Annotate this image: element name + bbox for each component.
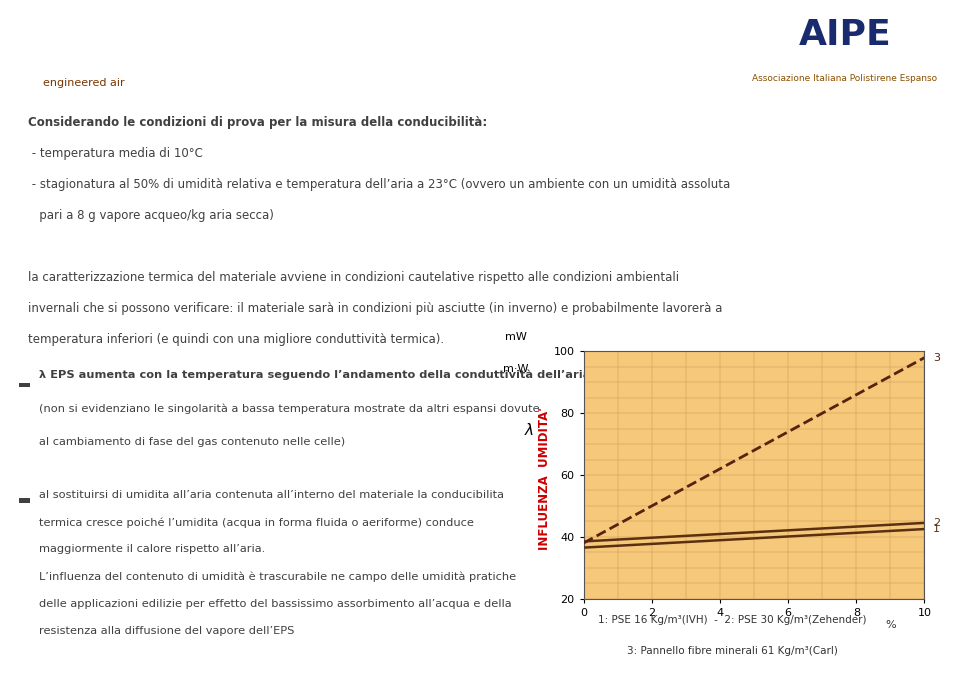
Text: 3: 3: [933, 353, 940, 363]
Text: temperatura inferiori (e quindi con una migliore conduttività termica).: temperatura inferiori (e quindi con una …: [29, 333, 444, 346]
Bar: [19, 498, 30, 503]
Text: λ EPS aumenta con la temperatura seguendo l’andamento della conduttività dell’ar: λ EPS aumenta con la temperatura seguend…: [39, 370, 660, 380]
Text: airpop: airpop: [29, 24, 139, 53]
Text: maggiormente il calore rispetto all’aria.: maggiormente il calore rispetto all’aria…: [39, 544, 265, 554]
Text: Considerando le condizioni di prova per la misura della conducibilità:: Considerando le condizioni di prova per …: [29, 116, 488, 129]
Bar: [19, 383, 30, 388]
Text: Associazione Italiana Polistirene Espanso: Associazione Italiana Polistirene Espans…: [753, 74, 937, 84]
Text: m·W: m·W: [503, 364, 528, 374]
Text: 2: 2: [933, 518, 940, 528]
Text: - temperatura media di 10°C: - temperatura media di 10°C: [29, 147, 204, 160]
Text: al cambiamento di fase del gas contenuto nelle celle): al cambiamento di fase del gas contenuto…: [39, 437, 346, 447]
Text: delle applicazioni edilizie per effetto del bassissimo assorbimento all’acqua e : delle applicazioni edilizie per effetto …: [39, 599, 512, 609]
Text: resistenza alla diffusione del vapore dell’EPS: resistenza alla diffusione del vapore de…: [39, 626, 295, 636]
Text: AIPE: AIPE: [799, 18, 891, 52]
Text: 3: Pannello fibre minerali 61 Kg/m³(Carl): 3: Pannello fibre minerali 61 Kg/m³(Carl…: [627, 646, 838, 656]
Text: - stagionatura al 50% di umidità relativa e temperatura dell’aria a 23°C (ovvero: - stagionatura al 50% di umidità relativ…: [29, 178, 731, 191]
Text: L’influenza del contenuto di umidità è trascurabile ne campo delle umidità prati: L’influenza del contenuto di umidità è t…: [39, 571, 516, 582]
Text: (non si evidenziano le singolarità a bassa temperatura mostrate da altri espansi: (non si evidenziano le singolarità a bas…: [39, 404, 540, 414]
Text: pari a 8 g vapore acqueo/kg aria secca): pari a 8 g vapore acqueo/kg aria secca): [29, 209, 275, 222]
Text: INFLUENZA  UMIDITA': INFLUENZA UMIDITA': [538, 407, 551, 550]
Text: al sostituirsi di umidita all’aria contenuta all’interno del materiale la conduc: al sostituirsi di umidita all’aria conte…: [39, 490, 504, 500]
Text: termica cresce poiché l’umidita (acqua in forma fluida o aeriforme) conduce: termica cresce poiché l’umidita (acqua i…: [39, 517, 474, 528]
Text: 1: PSE 16 Kg/m³(IVH)  -  2: PSE 30 Kg/m³(Zehender): 1: PSE 16 Kg/m³(IVH) - 2: PSE 30 Kg/m³(Z…: [598, 615, 867, 624]
Text: la caratterizzazione termica del materiale avviene in condizioni cautelative ris: la caratterizzazione termica del materia…: [29, 271, 680, 284]
Text: engineered air: engineered air: [43, 78, 125, 88]
Text: mW: mW: [505, 331, 526, 342]
Text: invernali che si possono verificare: il materiale sarà in condizioni più asciutt: invernali che si possono verificare: il …: [29, 302, 723, 315]
Text: 1: 1: [933, 524, 940, 534]
Text: %: %: [885, 620, 896, 630]
Text: λ: λ: [525, 423, 534, 438]
